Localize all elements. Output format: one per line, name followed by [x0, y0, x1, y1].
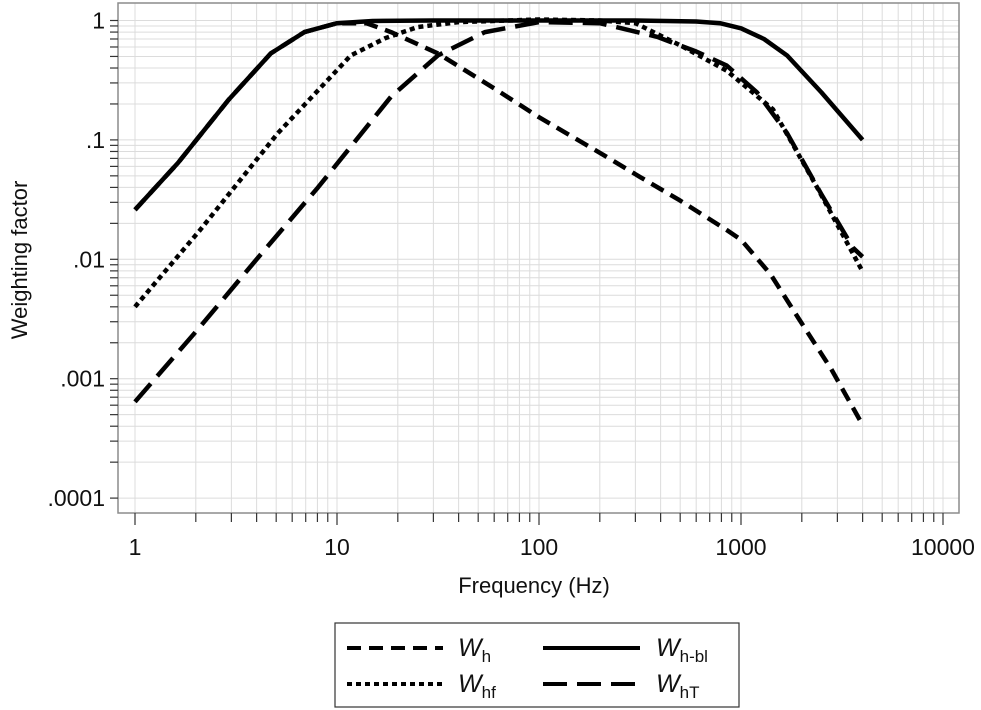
- y-tick-label: .0001: [47, 485, 105, 511]
- legend-label-wh: Wh: [458, 634, 491, 666]
- legend: Wh Wh-bl Whf WhT: [334, 622, 740, 708]
- y-tick-label: .01: [73, 246, 105, 272]
- y-axis-title: Weighting factor: [7, 181, 32, 340]
- x-tick-label: 10000: [911, 534, 975, 560]
- y-tick-labels: 1 .1 .01 .001 .0001: [47, 8, 105, 512]
- x-tick-label: 10: [324, 534, 350, 560]
- series-line-wh: [133, 20, 865, 427]
- series-line-wht: [133, 19, 865, 404]
- legend-label-wh-bl: Wh-bl: [656, 634, 708, 666]
- y-tick-label: 1: [92, 8, 105, 34]
- series-line-whf: [133, 17, 865, 309]
- x-tick-labels: 1 10 100 1000 10000: [129, 534, 975, 560]
- series-lines: [133, 17, 865, 427]
- x-tick-label: 100: [520, 534, 558, 560]
- legend-box: [334, 622, 740, 708]
- x-axis-title: Frequency (Hz): [458, 573, 610, 598]
- x-tick-label: 1000: [715, 534, 766, 560]
- grid: [118, 3, 959, 513]
- axis-ticks: [110, 19, 944, 525]
- y-tick-label: .1: [86, 127, 105, 153]
- y-tick-label: .001: [60, 366, 105, 392]
- series-line-wh-bl: [133, 18, 865, 212]
- x-tick-label: 1: [129, 534, 142, 560]
- legend-label-wht: WhT: [656, 670, 699, 702]
- legend-label-whf: Whf: [458, 670, 496, 702]
